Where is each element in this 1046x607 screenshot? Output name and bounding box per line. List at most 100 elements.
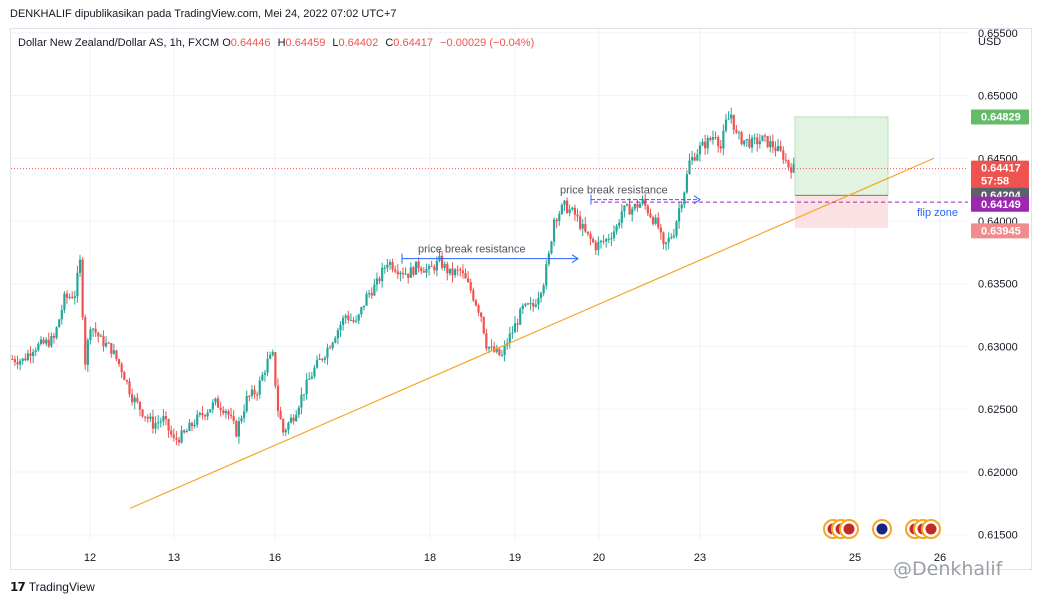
candle-body <box>261 374 264 381</box>
candle-body <box>696 154 699 161</box>
candle-body <box>649 213 652 218</box>
candle-body <box>581 223 584 229</box>
candle-body <box>365 293 368 306</box>
candle-body <box>620 211 623 223</box>
candle-body <box>21 358 24 361</box>
x-tick-label: 16 <box>269 552 281 564</box>
candle-body <box>175 437 178 440</box>
candle-body <box>472 290 475 301</box>
candle-body <box>394 269 397 272</box>
candle-body <box>138 401 142 410</box>
flag-fill <box>925 523 937 535</box>
candle-body <box>748 139 751 148</box>
y-tick-label: 0.62500 <box>978 404 1018 416</box>
candle-body <box>586 231 590 234</box>
candle-body <box>407 273 410 278</box>
candle-body <box>782 150 785 160</box>
y-tick-label: 0.62000 <box>978 467 1018 479</box>
ohlc-legend: Dollar New Zealand/Dollar AS, 1h, FXCM O… <box>18 37 538 49</box>
candle-body <box>711 137 715 140</box>
x-tick-label: 20 <box>593 552 605 564</box>
candle-body <box>68 296 71 298</box>
candle-body <box>610 238 613 240</box>
candle-body <box>209 409 212 413</box>
candle-body <box>628 204 631 215</box>
candle-body <box>730 114 733 119</box>
candle-body <box>667 237 670 243</box>
candle-body <box>664 242 668 244</box>
tradingview-brand[interactable]: 𝟭𝟳 TradingView <box>10 580 95 594</box>
resistance-arrow-head <box>571 254 579 264</box>
candle-body <box>558 213 561 221</box>
candle-body <box>159 421 162 423</box>
candle-body <box>349 319 353 321</box>
candle-body <box>779 145 782 151</box>
candle-body <box>292 417 295 422</box>
candle-body <box>224 410 227 413</box>
candle-body <box>276 385 280 411</box>
candle-body <box>607 239 610 241</box>
candle-body <box>443 264 446 268</box>
candle-body <box>422 270 425 273</box>
candle-body <box>732 114 735 130</box>
chart-frame[interactable] <box>10 28 1032 570</box>
candle-body <box>451 268 454 276</box>
candle-body <box>495 348 498 352</box>
candle-body <box>326 347 329 358</box>
candle-body <box>266 358 269 373</box>
candle-body <box>579 216 582 229</box>
candle-body <box>253 389 256 395</box>
y-tick-label: 0.61500 <box>978 530 1018 542</box>
candle-body <box>115 350 118 360</box>
price-tag-label: 0.64829 <box>981 111 1021 123</box>
candle-body <box>646 205 649 214</box>
candle-body <box>258 380 261 395</box>
candle-body <box>524 303 527 306</box>
candle-body <box>172 434 175 438</box>
candle-body <box>425 268 428 273</box>
x-tick-label: 25 <box>849 552 861 564</box>
candle-body <box>368 293 371 295</box>
candle-body <box>55 327 58 338</box>
candle-body <box>704 141 707 149</box>
publisher-line: DENKHALIF dipublikasikan pada TradingVie… <box>10 8 397 20</box>
candle-body <box>698 145 702 155</box>
candle-body <box>248 395 251 397</box>
candle-body <box>282 419 285 433</box>
candle-body <box>709 137 712 140</box>
candle-body <box>776 145 780 151</box>
candle-body <box>474 300 478 306</box>
candle-body <box>219 407 222 411</box>
candle-body <box>651 217 655 224</box>
close-label: C <box>385 37 394 49</box>
candle-body <box>263 372 267 375</box>
candle-body <box>188 422 191 431</box>
candle-body <box>232 416 235 422</box>
candle-body <box>737 132 741 134</box>
candle-body <box>300 394 303 408</box>
candle-body <box>84 317 87 365</box>
candle-body <box>662 232 665 244</box>
candle-body <box>211 402 214 410</box>
candle-body <box>490 346 493 348</box>
symbol-name[interactable]: Dollar New Zealand/Dollar AS, 1h, FXCM <box>18 37 220 49</box>
candle-body <box>250 389 254 397</box>
candle-body <box>545 264 548 286</box>
candle-body <box>789 167 793 173</box>
candle-body <box>771 141 774 148</box>
candle-body <box>526 303 530 305</box>
candle-body <box>144 416 147 418</box>
candle-body <box>128 381 131 395</box>
x-tick-label: 12 <box>84 552 96 564</box>
candle-body <box>149 416 152 419</box>
low-label: L <box>332 37 339 49</box>
candle-body <box>256 394 259 396</box>
candle-body <box>532 303 535 307</box>
candle-body <box>58 319 61 328</box>
candle-body <box>11 359 14 361</box>
candle-body <box>618 222 621 226</box>
candle-body <box>485 333 488 349</box>
price-countdown-label: 57:58 <box>981 176 1009 188</box>
resistance-annotation: price break resistance <box>560 185 668 197</box>
